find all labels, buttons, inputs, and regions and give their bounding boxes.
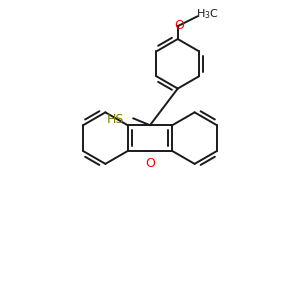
- Text: HS: HS: [107, 113, 124, 126]
- Text: O: O: [174, 19, 184, 32]
- Text: O: O: [145, 157, 155, 170]
- Text: H$_3$C: H$_3$C: [196, 8, 219, 21]
